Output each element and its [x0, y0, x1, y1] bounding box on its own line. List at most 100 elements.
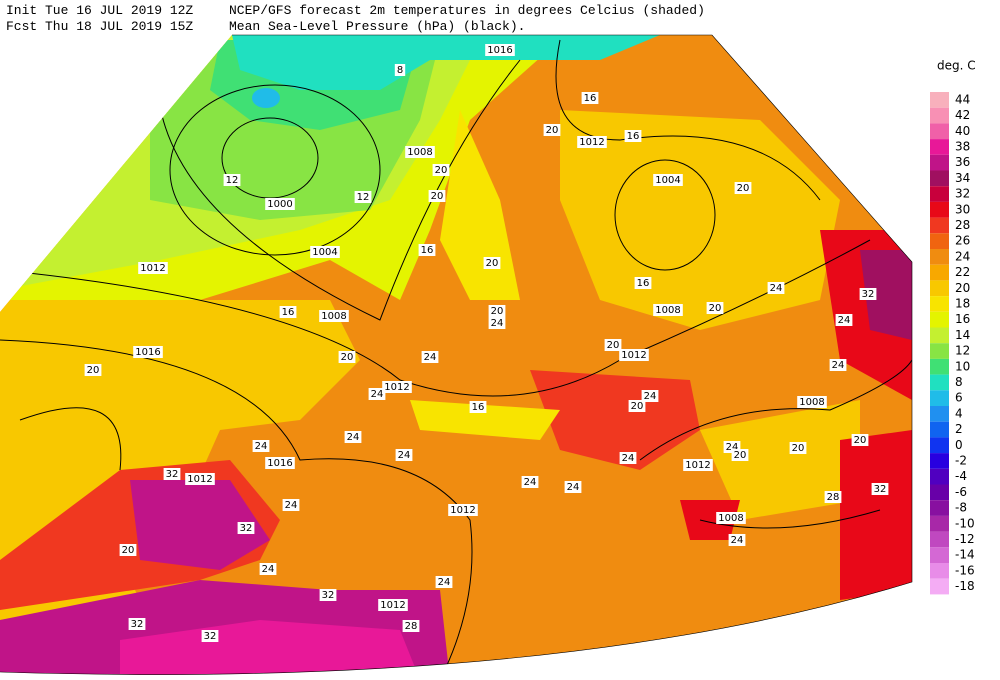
shade	[700, 400, 860, 520]
temperature-label-box	[581, 92, 599, 104]
colorbar-label: 18	[955, 296, 970, 310]
isobar-label-box	[405, 146, 435, 158]
colorbar-swatch	[930, 421, 949, 438]
colorbar-label: -4	[955, 469, 967, 483]
colorbar-swatch	[930, 280, 949, 297]
temperature-label-text: 24	[770, 283, 783, 294]
temperature-label-box	[521, 476, 539, 488]
isobar-label-text: 1016	[487, 45, 512, 56]
colorbar-label: 30	[955, 202, 970, 216]
isobar-label-text: 1012	[685, 460, 710, 471]
temperature-label-box	[731, 449, 749, 461]
shade	[232, 35, 660, 90]
colorbar-label: 26	[955, 234, 970, 248]
init-time: Init Tue 16 JUL 2019 12Z	[6, 3, 193, 18]
isobar-label-box	[382, 381, 412, 393]
temperature-label-box	[829, 359, 847, 371]
isobar-label-text: 1012	[140, 263, 165, 274]
shade	[560, 110, 840, 330]
colorbar-label: -18	[955, 579, 975, 593]
shade	[120, 620, 420, 675]
temperature-label-box	[767, 282, 785, 294]
isobar	[0, 239, 871, 397]
isobar-label-box	[653, 304, 683, 316]
colorbar-swatch	[930, 264, 949, 281]
temperature-label-text: 20	[631, 401, 644, 412]
isobar	[19, 407, 122, 471]
temperature-label-box	[282, 499, 300, 511]
temperature-label-box	[418, 244, 436, 256]
isobar-label-text: 1012	[621, 350, 646, 361]
colorbar-swatch	[930, 406, 949, 422]
temperature-label: 16	[469, 401, 487, 413]
temperature-label: 20	[84, 364, 102, 376]
temperature-label-box	[604, 339, 622, 351]
temperature-label-text: 20	[854, 435, 867, 446]
temperature-label-box	[279, 306, 297, 318]
shade	[840, 430, 912, 600]
colorbar-swatch	[930, 311, 949, 328]
isobar-label: 1012	[619, 349, 649, 361]
temperature-label-text: 32	[166, 469, 179, 480]
temperature-label-text: 16	[472, 402, 485, 413]
temperature-label-box	[734, 182, 752, 194]
isobar-label-box	[378, 599, 408, 611]
isobar-label-text: 1008	[407, 147, 432, 158]
isobar-label-box	[185, 473, 215, 485]
temperature-label-text: 20	[431, 191, 444, 202]
temperature-label: 20	[488, 305, 506, 317]
colorbar-swatch	[930, 468, 949, 485]
temperature-label-box	[223, 174, 241, 186]
temperature-label: 8	[394, 64, 406, 76]
colorbar-swatch	[930, 201, 949, 218]
colorbar-label: 36	[955, 155, 970, 169]
isobar-label-box	[138, 262, 168, 274]
colorbar-label: 32	[955, 187, 970, 201]
colorbar-label: -12	[955, 532, 975, 546]
isobar-label: 1004	[653, 174, 683, 186]
isobar-label-box	[619, 349, 649, 361]
temperature-label-text: 8	[397, 65, 403, 76]
temperature-label-box	[824, 491, 842, 503]
isobar-label-box	[319, 310, 349, 322]
temperature-label-box	[488, 317, 506, 329]
colorbar-swatch	[930, 186, 949, 202]
map-title: NCEP/GFS forecast 2m temperatures in deg…	[229, 3, 705, 18]
temperature-label: 20	[604, 339, 622, 351]
temperature-label: 24	[259, 563, 277, 575]
temperature-label: 12	[223, 174, 241, 186]
isobar-label-text: 1008	[655, 305, 680, 316]
temperature-label-text: 24	[285, 500, 298, 511]
colorbar-swatch	[930, 139, 949, 155]
colorbar-swatch	[930, 327, 949, 344]
temperature-label: 24	[564, 481, 582, 493]
colorbar-label: 24	[955, 249, 970, 263]
temperature-label: 24	[395, 449, 413, 461]
isobar-label-text: 1012	[187, 474, 212, 485]
temperature-label-box	[859, 288, 877, 300]
temperature-label: 24	[641, 390, 659, 402]
isobar	[639, 359, 912, 461]
temperature-label-box	[319, 589, 337, 601]
temperature-label: 20	[338, 351, 356, 363]
temperature-label: 32	[128, 618, 146, 630]
temperature-field	[0, 35, 912, 675]
temperature-label-box	[237, 522, 255, 534]
temperature-label-box	[432, 164, 450, 176]
map-frame	[0, 34, 913, 675]
temperature-label: 32	[319, 589, 337, 601]
temperature-label: 16	[634, 277, 652, 289]
isobar	[0, 339, 473, 675]
temperature-label-text: 24	[347, 432, 360, 443]
colorbar-label: 12	[955, 344, 970, 358]
temperature-label-box	[119, 544, 137, 556]
temperature-label-text: 16	[282, 307, 295, 318]
temperature-label-text: 24	[491, 318, 504, 329]
temperature-label: 20	[483, 257, 501, 269]
colorbar-label: 44	[955, 92, 970, 106]
temperature-label-text: 24	[398, 450, 411, 461]
colorbar-label: 34	[955, 171, 970, 185]
temperature-label-text: 20	[607, 340, 620, 351]
temperature-label-text: 24	[838, 315, 851, 326]
temperature-label: 20	[119, 544, 137, 556]
